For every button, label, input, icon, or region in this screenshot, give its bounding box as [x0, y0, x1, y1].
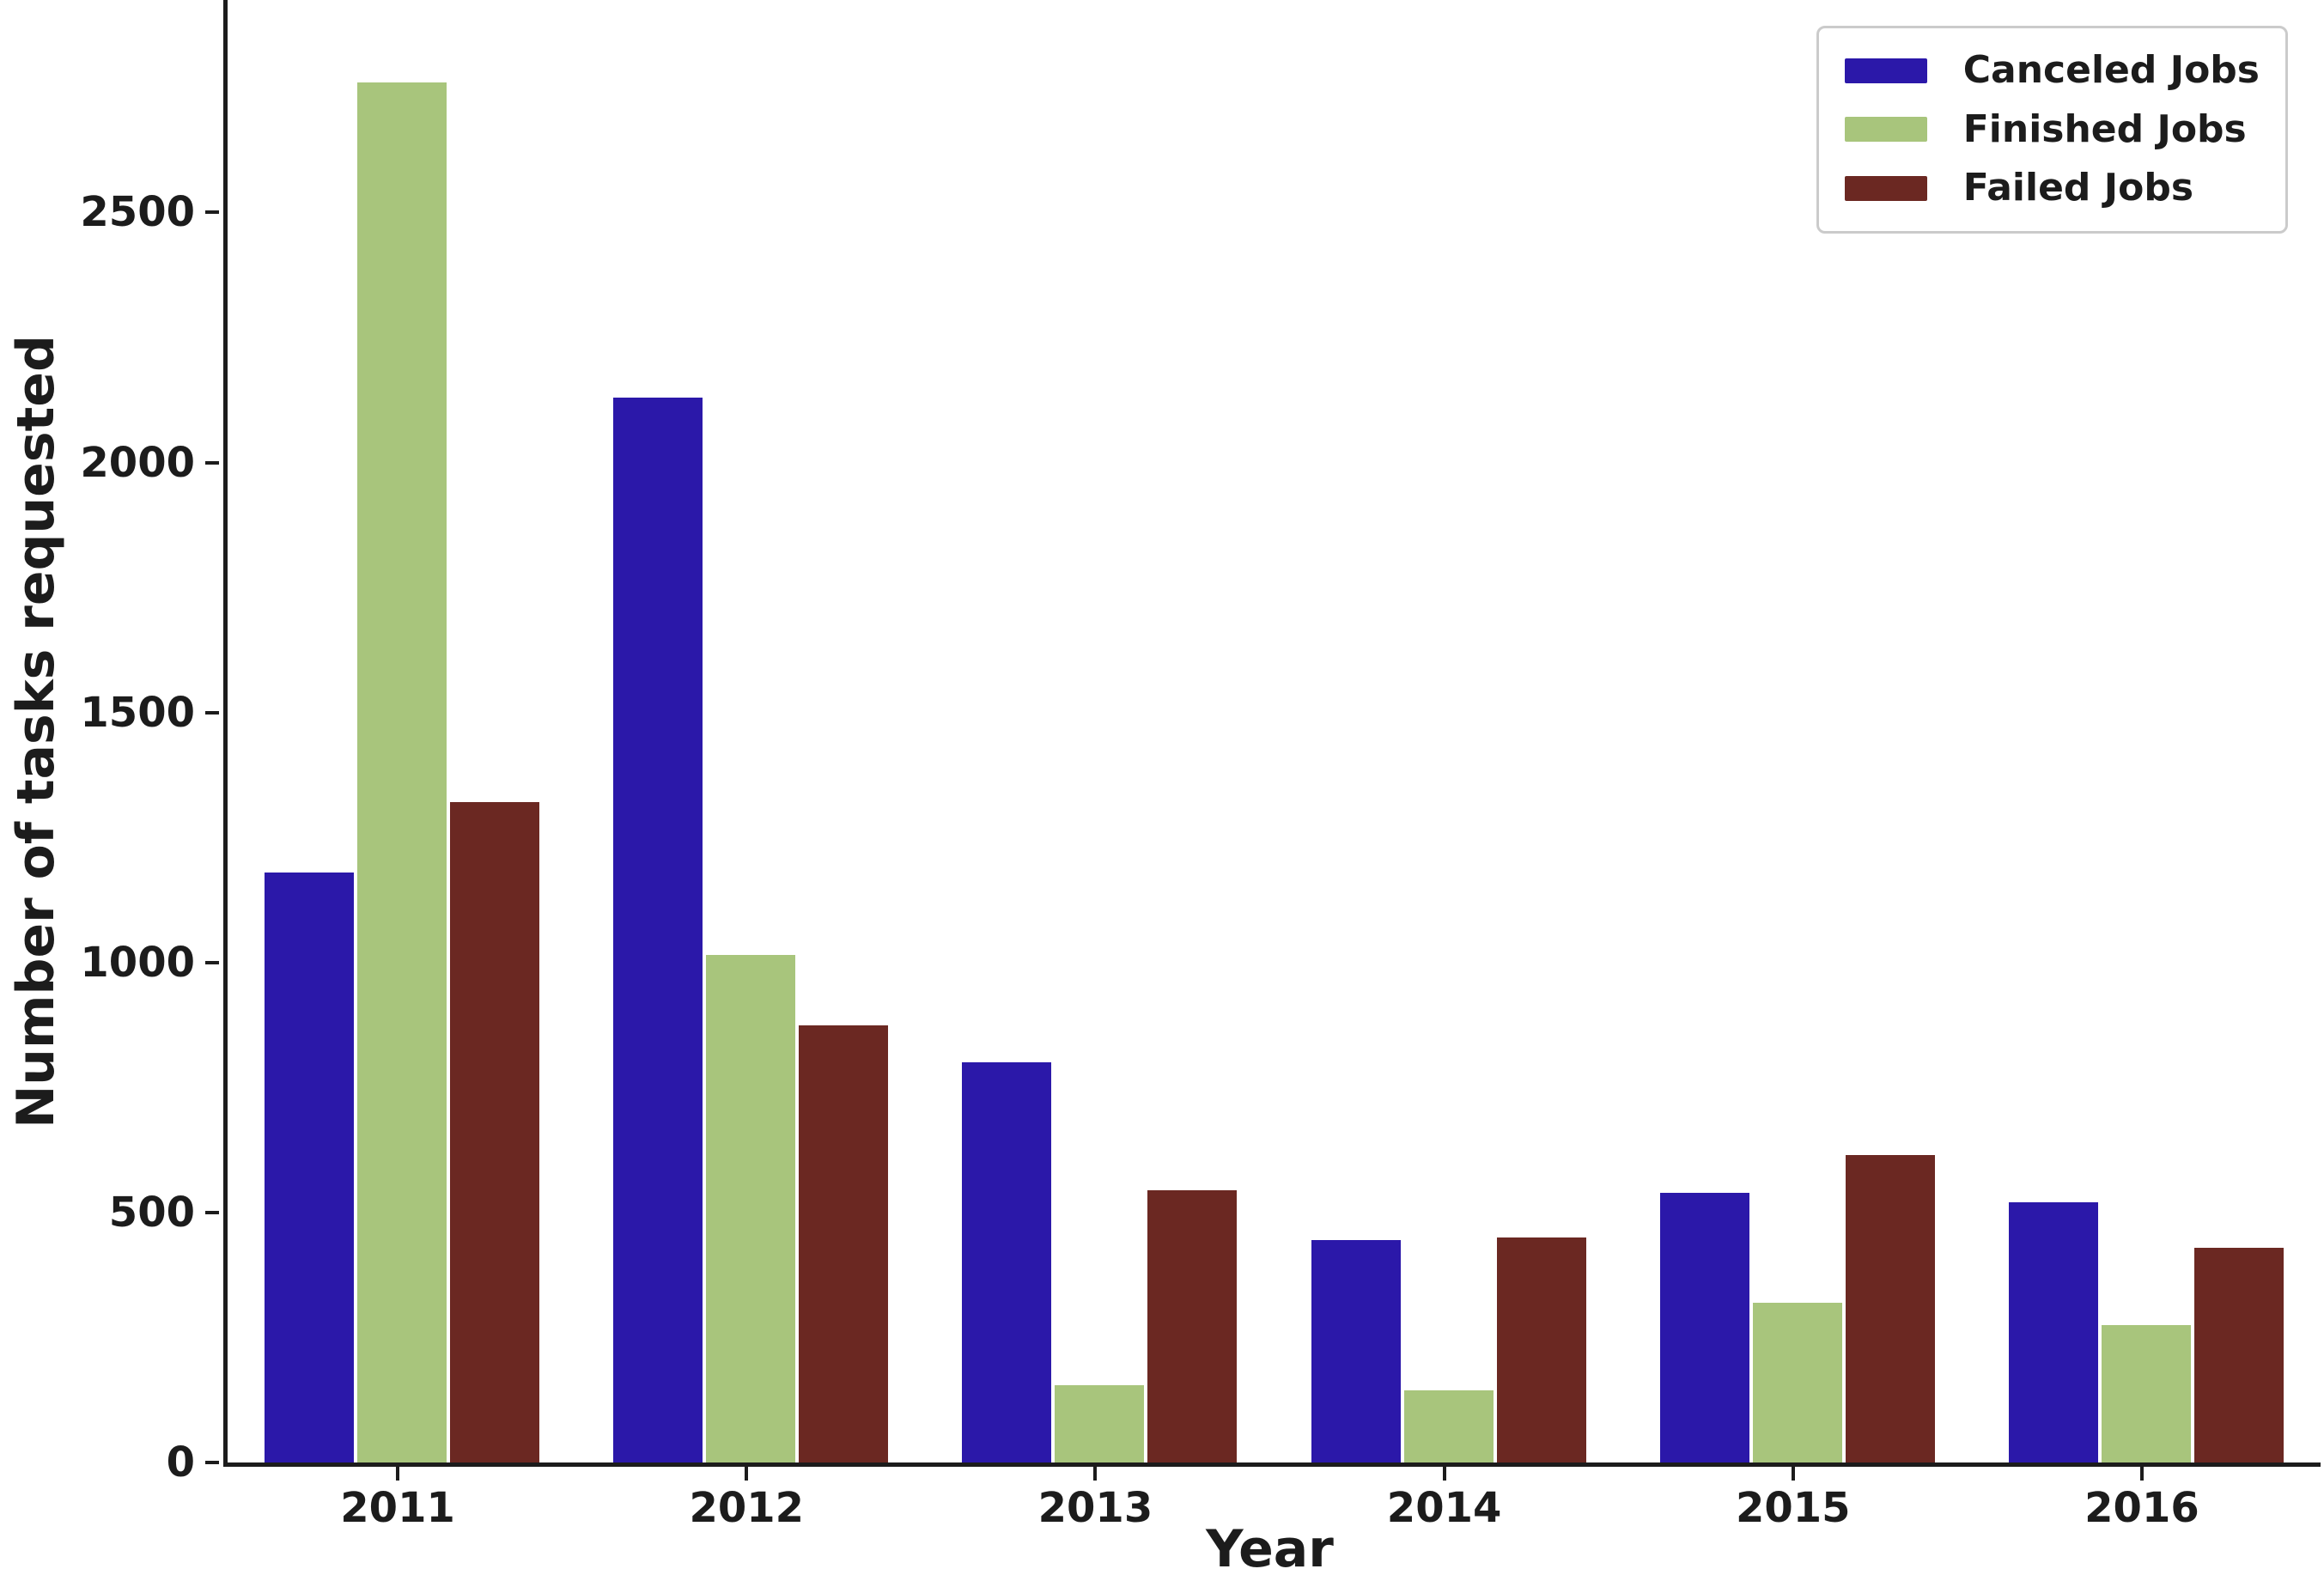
legend-item-failed-jobs: Failed Jobs [1844, 166, 2260, 210]
bar-canceled-jobs-2016 [2008, 1202, 2098, 1462]
x-tick-mark [2139, 1467, 2144, 1481]
bar-finished-jobs-2012 [706, 955, 796, 1462]
x-tick-label: 2013 [1037, 1484, 1153, 1532]
x-tick-2014: 2014 [1270, 1467, 1619, 1529]
x-tick-2012: 2012 [572, 1467, 921, 1529]
x-tick-mark [1093, 1467, 1098, 1481]
x-tick-mark [1791, 1467, 1795, 1481]
y-axis: 0 500 1000 1500 2000 2500 [0, 0, 219, 1483]
x-tick-mark [396, 1467, 400, 1481]
y-tick-0: 0 [167, 1442, 219, 1483]
bar-finished-jobs-2015 [1752, 1303, 1842, 1462]
y-tick-mark [205, 1211, 219, 1214]
y-tick-mark [205, 961, 219, 964]
x-axis: 2011 2012 2013 2014 2015 2016 [223, 1467, 2316, 1529]
y-tick-500: 500 [109, 1192, 219, 1233]
bar-failed-jobs-2014 [1496, 1237, 1586, 1462]
x-tick-2016: 2016 [1968, 1467, 2316, 1529]
bar-finished-jobs-2013 [1055, 1385, 1145, 1462]
y-tick-label: 500 [108, 1189, 195, 1237]
y-tick-mark [205, 711, 219, 714]
legend: Canceled Jobs Finished Jobs Failed Jobs [1816, 26, 2288, 234]
bar-canceled-jobs-2012 [613, 398, 703, 1462]
y-tick-label: 1500 [80, 689, 195, 737]
bar-group-2014 [1275, 0, 1623, 1462]
y-tick-1000: 1000 [80, 942, 219, 983]
x-tick-label: 2014 [1386, 1484, 1502, 1532]
bar-group-2015 [1623, 0, 1972, 1462]
legend-item-canceled-jobs: Canceled Jobs [1844, 48, 2260, 93]
legend-label: Canceled Jobs [1962, 48, 2260, 92]
y-tick-mark [205, 210, 219, 214]
y-tick-mark [205, 1461, 219, 1464]
bar-group-2012 [576, 0, 925, 1462]
y-tick-label: 0 [166, 1438, 195, 1487]
bar-failed-jobs-2013 [1147, 1190, 1238, 1462]
x-tick-label: 2016 [2084, 1484, 2199, 1532]
x-tick-mark [745, 1467, 749, 1481]
bar-finished-jobs-2014 [1403, 1390, 1494, 1462]
legend-label: Finished Jobs [1962, 106, 2247, 151]
bar-canceled-jobs-2013 [962, 1062, 1052, 1462]
x-tick-mark [1442, 1467, 1446, 1481]
x-tick-2011: 2011 [223, 1467, 572, 1529]
bar-failed-jobs-2011 [450, 802, 540, 1462]
legend-item-finished-jobs: Finished Jobs [1844, 106, 2260, 152]
y-tick-label: 2000 [80, 439, 195, 487]
x-tick-2013: 2013 [921, 1467, 1269, 1529]
bar-failed-jobs-2015 [1845, 1155, 1935, 1462]
y-tick-2500: 2500 [80, 192, 219, 233]
x-tick-label: 2015 [1735, 1484, 1851, 1532]
plot-area [223, 0, 2321, 1467]
y-tick-label: 2500 [80, 188, 195, 236]
y-tick-label: 1000 [80, 939, 195, 987]
bar-canceled-jobs-2015 [1659, 1193, 1749, 1462]
bar-finished-jobs-2016 [2101, 1325, 2191, 1462]
legend-swatch-failed-jobs [1844, 175, 1927, 201]
bar-failed-jobs-2016 [2193, 1248, 2284, 1462]
bars-region [228, 0, 2321, 1462]
x-tick-label: 2011 [340, 1484, 455, 1532]
bar-canceled-jobs-2014 [1311, 1240, 1401, 1462]
y-tick-mark [205, 461, 219, 465]
x-axis-title: Year [1206, 1519, 1334, 1579]
bar-finished-jobs-2011 [357, 82, 447, 1462]
x-tick-2015: 2015 [1619, 1467, 1968, 1529]
legend-label: Failed Jobs [1962, 166, 2194, 210]
legend-swatch-canceled-jobs [1844, 58, 1927, 83]
y-tick-2000: 2000 [80, 442, 219, 483]
bar-canceled-jobs-2011 [265, 873, 355, 1462]
y-tick-1500: 1500 [80, 692, 219, 733]
bar-failed-jobs-2012 [799, 1025, 889, 1462]
bar-group-2013 [925, 0, 1274, 1462]
legend-swatch-finished-jobs [1844, 117, 1927, 143]
x-tick-label: 2012 [689, 1484, 805, 1532]
bar-group-2011 [228, 0, 576, 1462]
bar-group-2016 [1972, 0, 2321, 1462]
